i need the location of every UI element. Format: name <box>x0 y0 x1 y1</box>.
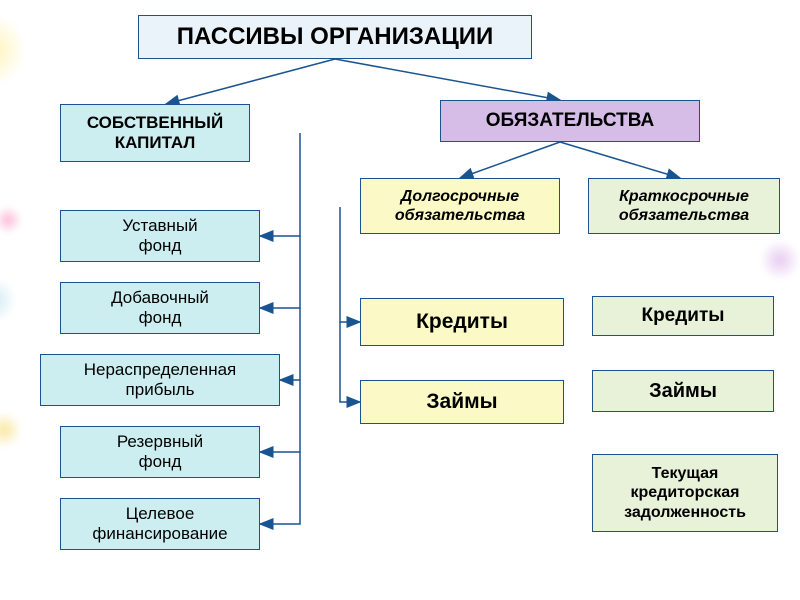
node-kred1: Кредиты <box>360 298 564 346</box>
decorative-blob <box>0 278 16 322</box>
decorative-blob <box>0 206 22 234</box>
edge-0 <box>166 59 335 104</box>
node-label: Целевое финансирование <box>92 504 227 545</box>
node-label: Займы <box>649 379 717 403</box>
node-label: Уставный фонд <box>122 216 197 257</box>
node-label: Резервный фонд <box>117 432 203 473</box>
decorative-blob <box>0 412 22 448</box>
edge-6 <box>280 308 300 380</box>
node-rezerv: Резервный фонд <box>60 426 260 478</box>
node-label: Кредиты <box>641 305 724 328</box>
node-label: Текущая кредиторская задолженность <box>624 464 746 522</box>
node-equity: СОБСТВЕННЫЙ КАПИТАЛ <box>60 104 250 162</box>
node-label: Краткосрочные обязательства <box>619 187 749 225</box>
edge-10 <box>340 322 360 402</box>
edge-4 <box>260 133 300 236</box>
node-label: Долгосрочные обязательства <box>395 187 525 225</box>
edge-9 <box>340 207 360 322</box>
edge-1 <box>335 59 560 100</box>
node-tekush: Текущая кредиторская задолженность <box>592 454 778 532</box>
node-label: Нераспределенная прибыль <box>84 360 237 401</box>
node-oblig: ОБЯЗАТЕЛЬСТВА <box>440 100 700 142</box>
node-dobav: Добавочный фонд <box>60 282 260 334</box>
decorative-blob <box>0 14 26 86</box>
node-zaim1: Займы <box>360 380 564 424</box>
edge-2 <box>460 142 560 178</box>
edge-8 <box>260 452 300 524</box>
node-title: ПАССИВЫ ОРГАНИЗАЦИИ <box>138 15 532 59</box>
node-label: ОБЯЗАТЕЛЬСТВА <box>486 110 654 133</box>
node-label: СОБСТВЕННЫЙ КАПИТАЛ <box>87 113 223 154</box>
edge-3 <box>560 142 680 178</box>
node-short: Краткосрочные обязательства <box>588 178 780 234</box>
node-label: Займы <box>426 389 497 414</box>
decorative-blob <box>760 240 800 280</box>
node-ustav: Уставный фонд <box>60 210 260 262</box>
node-nerasp: Нераспределенная прибыль <box>40 354 280 406</box>
node-long: Долгосрочные обязательства <box>360 178 560 234</box>
node-zaim2: Займы <box>592 370 774 412</box>
node-label: Добавочный фонд <box>111 288 209 329</box>
node-label: Кредиты <box>416 309 508 334</box>
node-celev: Целевое финансирование <box>60 498 260 550</box>
node-label: ПАССИВЫ ОРГАНИЗАЦИИ <box>177 23 493 52</box>
edge-5 <box>260 236 300 308</box>
node-kred2: Кредиты <box>592 296 774 336</box>
